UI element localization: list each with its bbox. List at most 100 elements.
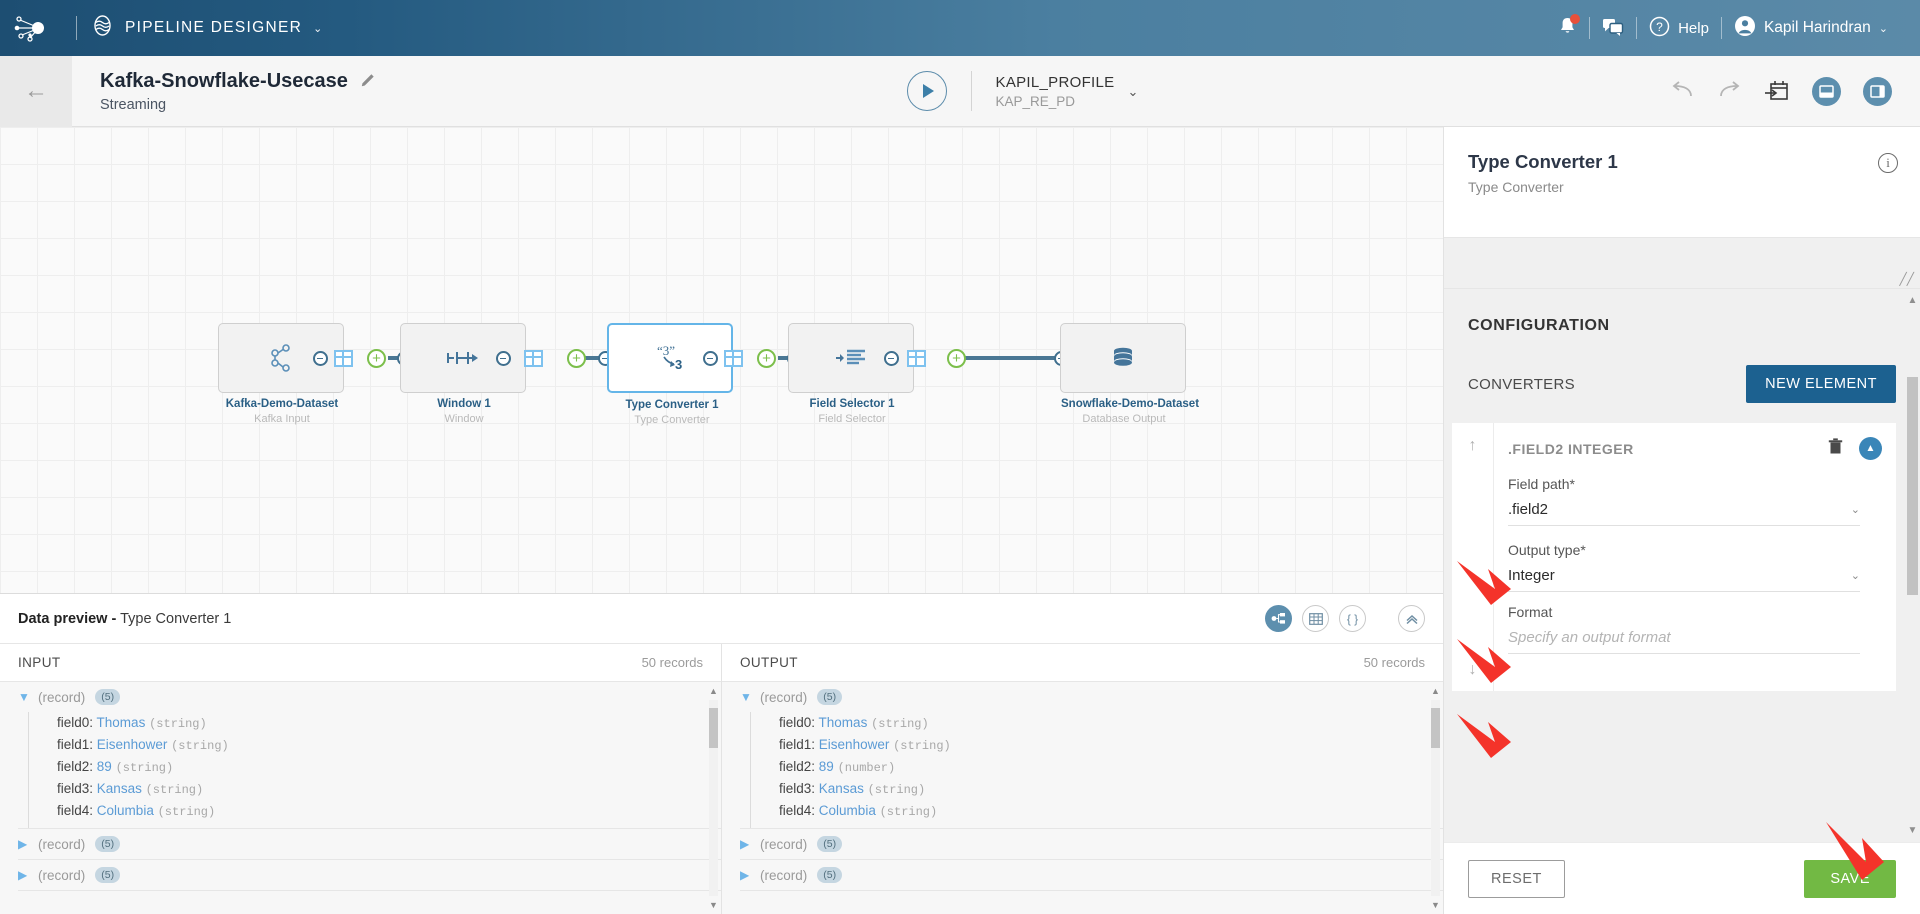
scrollbar-thumb[interactable] (1907, 377, 1918, 595)
user-menu[interactable]: Kapil Harindran ⌄ (1722, 15, 1900, 41)
chevron-down-icon[interactable]: ⌄ (1850, 504, 1860, 516)
chevron-down-icon[interactable]: ⌄ (1850, 570, 1860, 582)
grid-preview-icon[interactable] (524, 350, 543, 367)
move-down-icon[interactable]: ↓ (1468, 661, 1477, 678)
field-type: (number) (837, 761, 896, 775)
converters-label: CONVERTERS (1468, 375, 1575, 393)
divider (740, 859, 1443, 860)
add-step-icon[interactable]: + (757, 349, 776, 368)
scrollbar-thumb[interactable] (709, 708, 718, 748)
grid-preview-icon[interactable] (334, 350, 353, 367)
schedule-button[interactable] (1765, 79, 1790, 103)
list-item[interactable]: ▼ (record) (5) (722, 682, 1443, 712)
notifications-button[interactable] (1546, 14, 1589, 40)
field-count-badge: (5) (95, 689, 121, 705)
toggle-right-panel-button[interactable] (1863, 76, 1892, 106)
pencil-icon[interactable] (361, 72, 376, 91)
help-button[interactable]: ? Help (1637, 16, 1721, 41)
input-tree[interactable]: ▼ (record) (5) field0: Thomas (string) (0, 682, 721, 914)
format-field: Format Specify an output format (1494, 592, 1896, 654)
node-label: Snowflake-Demo-Dataset (1061, 398, 1200, 410)
chevron-down-icon[interactable]: ⌄ (313, 22, 323, 35)
config-scrollbar[interactable]: ▲ ▼ (1907, 289, 1918, 842)
json-view-icon[interactable]: { } (1339, 605, 1366, 632)
tree-view-icon[interactable] (1265, 605, 1292, 632)
table-view-icon[interactable] (1302, 605, 1329, 632)
list-item[interactable]: ▶ (record) (5) (0, 860, 721, 890)
field-value: Eisenhower (818, 737, 890, 752)
record-caption: (record) (38, 689, 86, 705)
field-value: Kansas (818, 781, 864, 796)
info-icon[interactable]: i (1878, 153, 1898, 173)
chevron-right-icon[interactable]: ▶ (740, 837, 750, 851)
canvas-node-snowflake-demo-dataset[interactable]: Snowflake-Demo-Dataset Database Output (1060, 323, 1199, 425)
talend-logo-icon[interactable] (0, 13, 62, 43)
field-path-value: .field2 (1508, 501, 1549, 518)
toggle-bottom-panel-button[interactable] (1812, 76, 1841, 106)
list-item[interactable]: ▶ (record) (5) (722, 829, 1443, 859)
notes-area[interactable]: ╱╱ (1444, 237, 1920, 289)
chevron-right-icon[interactable]: ▶ (740, 868, 750, 882)
collapse-panel-icon[interactable] (1398, 605, 1425, 632)
node-output-port[interactable] (313, 351, 328, 366)
chevron-down-icon[interactable]: ⌄ (1127, 83, 1139, 99)
field-list: field0: Thomas (string) field1: Eisenhow… (28, 712, 721, 828)
input-scrollbar[interactable]: ▲ ▼ (709, 686, 718, 910)
scroll-down-icon[interactable]: ▼ (1907, 825, 1918, 836)
field-type: (string) (171, 739, 229, 753)
list-item[interactable]: ▶ (record) (5) (0, 829, 721, 859)
run-pipeline-button[interactable] (906, 71, 947, 111)
field-path-label: Field path* (1508, 476, 1575, 492)
output-scrollbar[interactable]: ▲ ▼ (1431, 686, 1440, 910)
format-placeholder: Specify an output format (1508, 629, 1671, 646)
undo-button[interactable] (1669, 81, 1695, 101)
grid-preview-icon[interactable] (907, 350, 926, 367)
toggle-bottom-panel-icon (1819, 84, 1834, 98)
trash-icon[interactable] (1828, 437, 1843, 460)
field-type: (string) (867, 783, 926, 797)
scroll-down-icon[interactable]: ▼ (1431, 900, 1440, 910)
resize-handle-icon[interactable]: ╱╱ (1899, 272, 1914, 286)
chevron-down-icon[interactable]: ⌄ (1878, 22, 1888, 35)
save-button[interactable]: SAVE (1804, 859, 1896, 898)
chevron-up-icon[interactable]: ▲ (1859, 437, 1882, 460)
scroll-up-icon[interactable]: ▲ (709, 686, 718, 696)
grid-preview-icon[interactable] (724, 350, 743, 367)
output-tree[interactable]: ▼ (record) (5) field0: Thomas (string) (722, 682, 1443, 914)
list-item[interactable]: ▼ (record) (5) (0, 682, 721, 712)
reset-button[interactable]: RESET (1468, 859, 1565, 898)
chevron-down-icon[interactable]: ▼ (740, 690, 752, 704)
back-button[interactable]: ← (0, 55, 72, 127)
add-step-icon[interactable]: + (947, 349, 966, 368)
add-step-icon[interactable]: + (567, 349, 586, 368)
chevron-right-icon[interactable]: ▶ (18, 837, 28, 851)
add-step-icon[interactable]: + (367, 349, 386, 368)
run-profile-selector[interactable]: KAPIL_PROFILE KAP_RE_PD ⌄ (996, 74, 1139, 109)
field-path-select[interactable]: .field2 ⌄ (1508, 497, 1860, 526)
new-element-button[interactable]: NEW ELEMENT (1746, 365, 1896, 403)
config-scroll-area[interactable]: CONFIGURATION CONVERTERS NEW ELEMENT ↑ ↓… (1444, 289, 1920, 842)
messages-button[interactable] (1590, 17, 1636, 40)
field-count-badge: (5) (817, 689, 843, 705)
node-output-port[interactable] (703, 351, 718, 366)
record-caption: (record) (760, 689, 808, 705)
node-output-port[interactable] (496, 351, 511, 366)
chevron-right-icon[interactable]: ▶ (18, 868, 28, 882)
scroll-up-icon[interactable]: ▲ (1431, 686, 1440, 696)
scrollbar-thumb[interactable] (1431, 708, 1440, 748)
pipeline-canvas[interactable]: Kafka-Demo-Dataset Kafka Input + Window (0, 127, 1443, 593)
scroll-up-icon[interactable]: ▲ (1907, 295, 1918, 306)
format-label: Format (1508, 604, 1553, 620)
chevron-down-icon[interactable]: ▼ (18, 690, 30, 704)
scrollbar-track[interactable] (709, 700, 718, 896)
scroll-down-icon[interactable]: ▼ (709, 900, 718, 910)
app-switcher[interactable]: PIPELINE DESIGNER ⌄ (91, 14, 322, 42)
redo-button[interactable] (1717, 81, 1743, 101)
format-input[interactable]: Specify an output format (1508, 625, 1860, 654)
input-pane-header: INPUT 50 records (0, 644, 721, 682)
node-output-port[interactable] (884, 351, 899, 366)
move-up-icon[interactable]: ↑ (1468, 437, 1477, 454)
output-type-select[interactable]: Integer ⌄ (1508, 563, 1860, 592)
list-item[interactable]: ▶ (record) (5) (722, 860, 1443, 890)
scrollbar-track[interactable] (1431, 700, 1440, 896)
